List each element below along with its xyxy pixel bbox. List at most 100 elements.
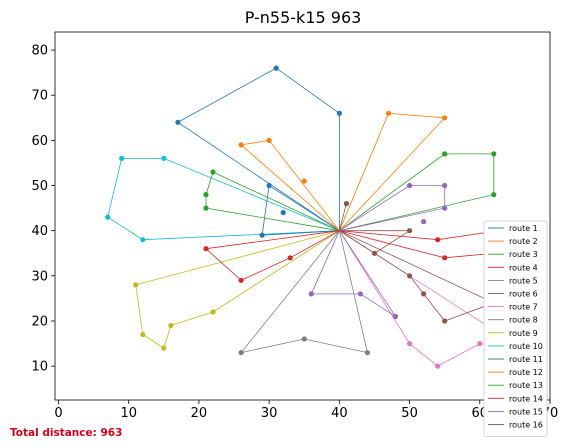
legend-label-12: route 12 — [509, 368, 543, 377]
legend-label-5: route 5 — [509, 276, 538, 285]
route-11-stop-1 — [259, 232, 265, 238]
legend-label-13: route 13 — [509, 381, 543, 390]
legend-box — [483, 220, 548, 438]
route-16-stop-4 — [442, 318, 448, 324]
route-7-stop-3 — [435, 363, 441, 369]
legend-label-8: route 8 — [509, 316, 538, 325]
route-16-stop-1 — [343, 201, 349, 207]
x-tick-label-50: 50 — [401, 406, 418, 421]
route-line-11 — [261, 184, 340, 236]
legend-label-15: route 15 — [509, 407, 543, 416]
route-8-stop-1 — [364, 350, 370, 356]
route-1-stop-3 — [175, 119, 181, 125]
y-tick-label-40: 40 — [31, 224, 48, 239]
route-line-3 — [339, 153, 495, 232]
route-line-16 — [338, 203, 495, 322]
chart-title: P-n55-k15 963 — [245, 8, 362, 27]
route-13-stop-1 — [203, 205, 209, 211]
customer-point-1 — [280, 210, 286, 216]
route-6-stop-2 — [371, 250, 378, 256]
legend-label-11: route 11 — [509, 355, 543, 364]
route-7-stop-2 — [477, 341, 483, 347]
plot-frame — [54, 31, 551, 401]
route-3-stop-2 — [491, 151, 497, 157]
legend-label-6: route 6 — [509, 290, 538, 299]
route-15-stop-3 — [308, 291, 314, 297]
y-tick-label-50: 50 — [31, 179, 48, 194]
y-tick-label-60: 60 — [31, 134, 48, 149]
x-tick-label-20: 20 — [191, 406, 208, 421]
route-5-stop-2 — [442, 182, 448, 189]
route-13-stop-2 — [203, 192, 209, 198]
legend-label-10: route 10 — [509, 342, 543, 351]
route-16-stop-5 — [421, 291, 427, 297]
route-2-stop-2 — [385, 110, 392, 116]
route-3-stop-1 — [491, 192, 497, 198]
route-line-8 — [240, 230, 368, 354]
legend-label-2: route 2 — [509, 237, 538, 246]
legend-label-9: route 9 — [509, 329, 538, 338]
route-16-stop-6 — [407, 273, 413, 279]
route-line-12 — [240, 139, 340, 232]
y-tick-label-80: 80 — [31, 44, 48, 59]
route-7-stop-4 — [407, 341, 413, 347]
routes-layer — [107, 67, 531, 367]
route-11-stop-2 — [266, 182, 272, 189]
legend: route 1 route 2 route 3 route 4 route 5 route… — [483, 220, 548, 438]
route-9-stop-4 — [140, 331, 146, 338]
route-2-stop-1 — [442, 115, 448, 121]
x-tick-label-10: 10 — [120, 406, 137, 421]
route-8-stop-3 — [238, 350, 244, 356]
y-axis: 10 20 30 40 50 60 70 80 — [31, 44, 55, 375]
route-4-stop-1 — [435, 237, 441, 243]
route-line-9 — [135, 230, 340, 349]
legend-label-14: route 14 — [509, 394, 543, 403]
route-10-stop-1 — [140, 237, 146, 243]
route-9-stop-5 — [133, 282, 139, 288]
route-14-stop-2 — [238, 277, 244, 283]
route-9-stop-3 — [161, 345, 167, 351]
route-1-stop-1 — [336, 110, 342, 116]
customer-point-3 — [421, 219, 427, 225]
route-1-stop-2 — [273, 65, 279, 71]
route-line-1 — [177, 67, 340, 232]
route-8-stop-2 — [301, 336, 307, 342]
total-distance-label: Total distance: 963 — [10, 427, 123, 439]
route-15-stop-1 — [392, 313, 399, 320]
route-12-stop-1 — [266, 137, 272, 143]
route-4-stop-4 — [442, 255, 448, 261]
x-tick-label-40: 40 — [331, 406, 348, 421]
route-13-stop-3 — [210, 169, 216, 175]
route-9-stop-1 — [210, 309, 216, 315]
route-12-stop-2 — [238, 142, 244, 148]
route-6-stop-1 — [407, 228, 413, 234]
legend-label-16: route 16 — [509, 421, 543, 430]
customer-point-2 — [301, 178, 307, 184]
y-tick-label-70: 70 — [31, 89, 48, 104]
route-9-stop-2 — [168, 322, 174, 329]
route-line-13 — [205, 171, 340, 232]
route-14-stop-3 — [287, 255, 293, 261]
route-15-stop-2 — [357, 291, 363, 297]
x-tick-label-30: 30 — [261, 406, 278, 421]
route-line-10 — [107, 157, 340, 241]
route-3-stop-3 — [442, 151, 448, 157]
y-tick-label-30: 30 — [31, 269, 48, 284]
y-tick-label-10: 10 — [31, 360, 48, 375]
route-10-stop-3 — [119, 155, 125, 161]
legend-label-4: route 4 — [509, 263, 538, 272]
route-10-stop-4 — [161, 155, 167, 161]
legend-label-7: route 7 — [509, 303, 538, 312]
route-14-stop-1 — [203, 246, 209, 252]
route-5-stop-3 — [407, 182, 413, 189]
legend-label-1: route 1 — [509, 224, 538, 233]
x-axis: 0 10 20 30 40 50 60 70 — [54, 400, 558, 421]
y-tick-label-20: 20 — [31, 314, 48, 329]
x-tick-label-0: 0 — [54, 406, 62, 421]
route-10-stop-2 — [105, 214, 111, 220]
route-line-2 — [339, 112, 446, 231]
route-5-stop-1 — [442, 205, 448, 211]
route-line-15 — [310, 230, 396, 317]
legend-label-3: route 3 — [509, 250, 538, 259]
